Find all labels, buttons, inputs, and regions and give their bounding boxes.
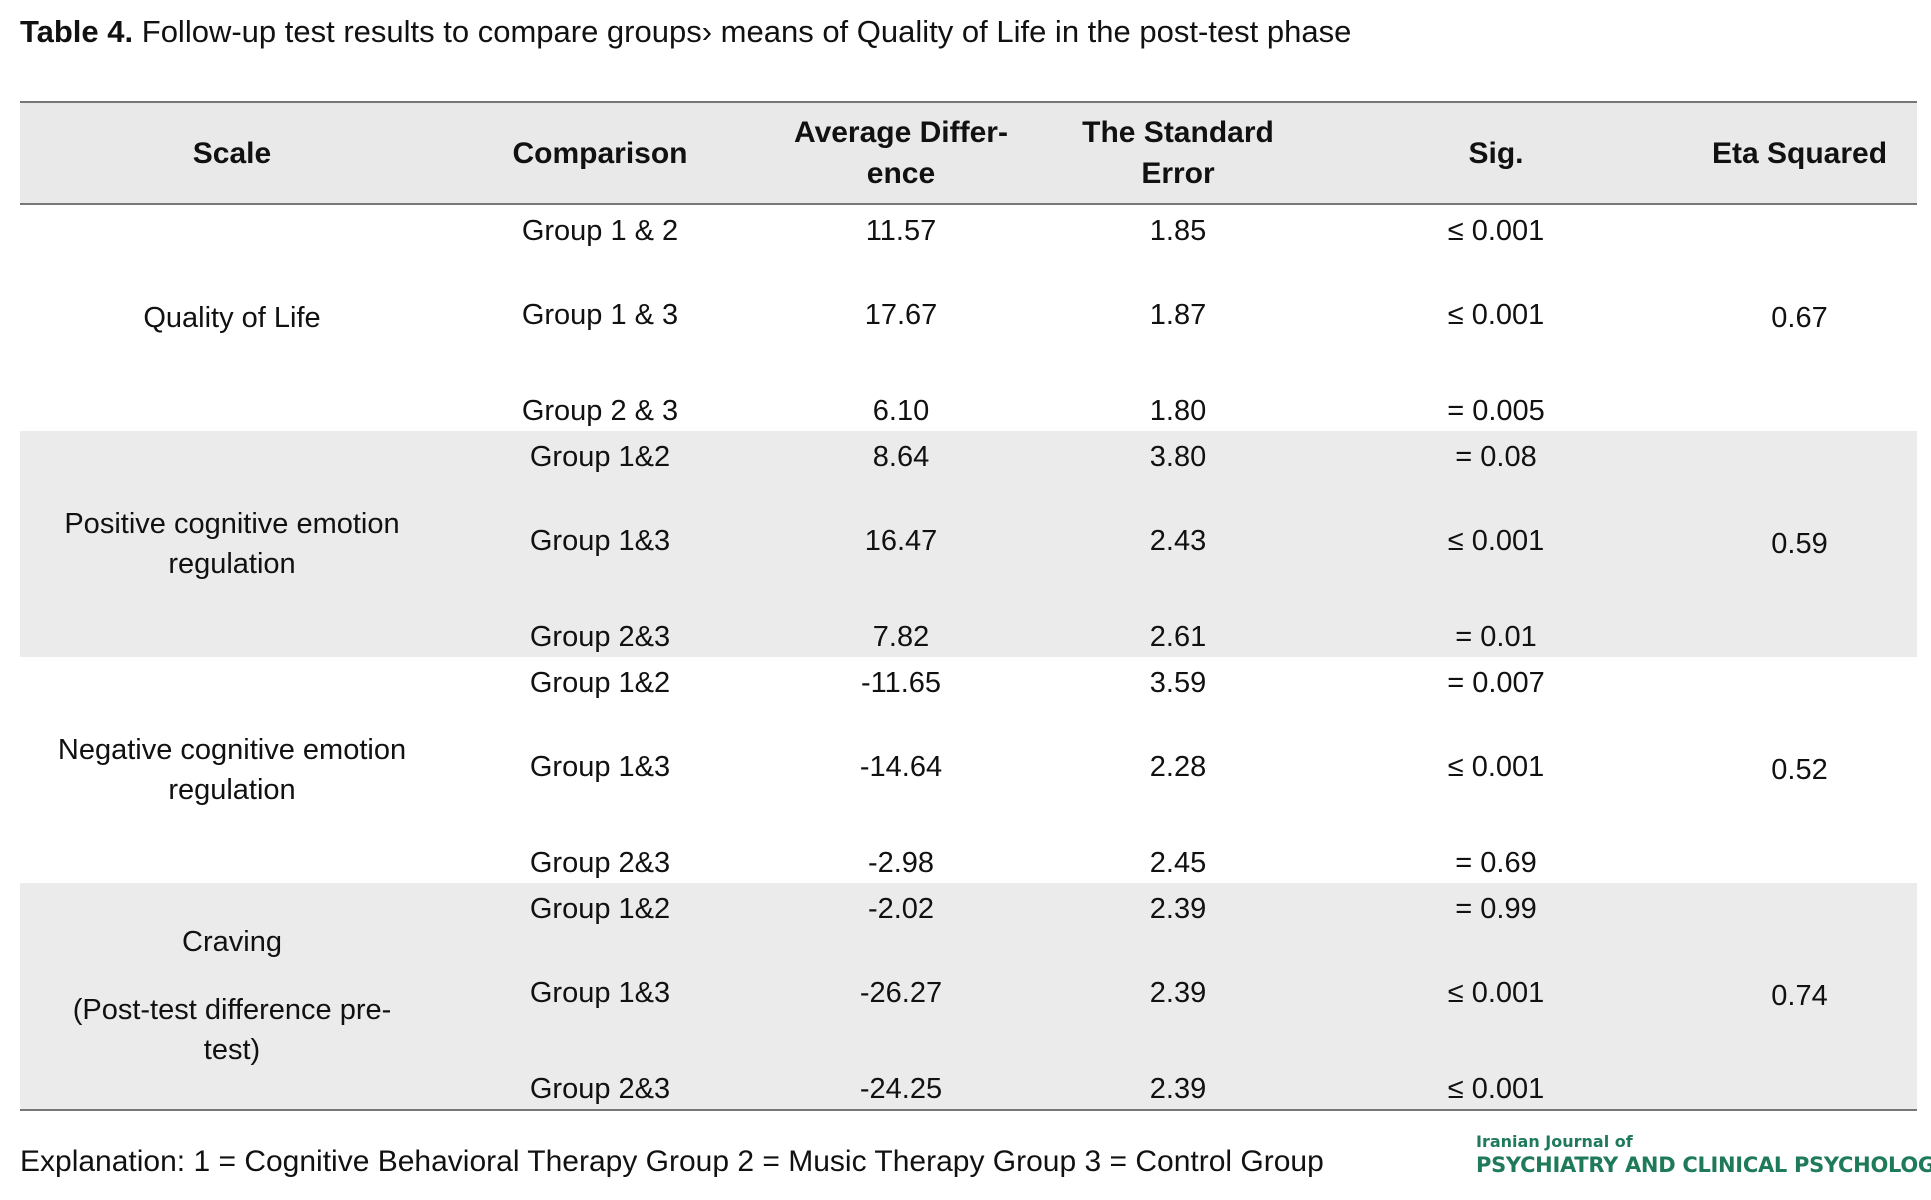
standard-error-cell: 3.80	[1149, 441, 1207, 473]
eta-squared-cell: 0.52	[1771, 754, 1828, 786]
average-difference-cell: -2.98	[867, 847, 935, 879]
scale-cell: Craving (Post-test difference pre-test)	[72, 926, 392, 1066]
table-row: Group 1&3 -26.27 2.39 ≤ 0.001	[444, 938, 1682, 1048]
table-row: Group 2&3 -24.25 2.39 ≤ 0.001	[444, 1048, 1682, 1109]
journal-logo-line2: PSYCHIATRY AND CLINICAL PSYCHOLOGY	[1476, 1153, 1931, 1177]
results-table: Scale Comparison Average Differ-ence The…	[20, 101, 1917, 1111]
standard-error-cell: 1.80	[1149, 395, 1207, 427]
header-average-difference: Average Differ-ence	[794, 116, 1008, 190]
table-row: Group 2&3 -2.98 2.45 = 0.69	[444, 822, 1682, 883]
average-difference-cell: -2.02	[867, 893, 935, 925]
sig-cell: = 0.01	[1455, 621, 1537, 653]
sig-cell: = 0.007	[1447, 667, 1545, 699]
comparison-cell: Group 1&3	[529, 525, 671, 557]
average-difference-cell: 7.82	[872, 621, 930, 653]
sig-cell: = 0.005	[1447, 395, 1545, 427]
table-row: Group 1&2 -11.65 3.59 = 0.007	[444, 657, 1682, 712]
average-difference-cell: 8.64	[872, 441, 930, 473]
table-block: Positive cognitive emotion regulation Grou…	[20, 431, 1917, 657]
eta-squared-cell: 0.59	[1771, 528, 1828, 560]
comparison-cell: Group 1&2	[529, 667, 671, 699]
comparison-cell: Group 2&3	[529, 621, 671, 653]
sig-cell: ≤ 0.001	[1447, 1073, 1545, 1105]
scale-cell: Positive cognitive emotion regulation	[64, 508, 400, 580]
sig-cell: = 0.99	[1455, 893, 1537, 925]
sig-cell: ≤ 0.001	[1447, 751, 1545, 783]
comparison-cell: Group 1&2	[529, 893, 671, 925]
journal-logo-line1: Iranian Journal of	[1476, 1132, 1633, 1151]
sig-cell: ≤ 0.001	[1447, 215, 1545, 247]
table-row: Group 1&3 -14.64 2.28 ≤ 0.001	[444, 712, 1682, 822]
table-row: Group 1&2 8.64 3.80 = 0.08	[444, 431, 1682, 486]
standard-error-cell: 2.45	[1149, 847, 1207, 879]
standard-error-cell: 2.39	[1149, 893, 1207, 925]
sig-cell: ≤ 0.001	[1447, 299, 1545, 331]
average-difference-cell: 16.47	[864, 525, 938, 557]
header-standard-error: The Standard Error	[1082, 116, 1274, 190]
table-row: Group 1&2 -2.02 2.39 = 0.99	[444, 883, 1682, 938]
header-comparison: Comparison	[512, 136, 688, 170]
average-difference-cell: 6.10	[872, 395, 930, 427]
table-block: Craving (Post-test difference pre-test) G…	[20, 883, 1917, 1109]
header-scale: Scale	[192, 136, 272, 170]
table-row: Group 2 & 3 6.10 1.80 = 0.005	[444, 370, 1682, 431]
header-sig: Sig.	[1468, 136, 1524, 170]
eta-squared-cell: 0.67	[1771, 302, 1828, 334]
sig-cell: = 0.69	[1455, 847, 1537, 879]
caption-label: Table 4.	[20, 14, 134, 49]
standard-error-cell: 2.43	[1149, 525, 1207, 557]
scale-cell: Quality of Life	[143, 302, 321, 334]
comparison-cell: Group 1&3	[529, 977, 671, 1009]
comparison-cell: Group 1&3	[529, 751, 671, 783]
comparison-cell: Group 1 & 2	[521, 215, 679, 247]
sig-cell: ≤ 0.001	[1447, 525, 1545, 557]
table-row: Group 1 & 2 11.57 1.85 ≤ 0.001	[444, 205, 1682, 260]
standard-error-cell: 3.59	[1149, 667, 1207, 699]
average-difference-cell: -26.27	[859, 977, 943, 1009]
standard-error-cell: 2.39	[1149, 977, 1207, 1009]
table-body: Quality of Life Group 1 & 2 11.57 1.85 ≤ 0.0…	[20, 205, 1917, 1109]
header-eta-squared: Eta Squared	[1711, 136, 1888, 170]
standard-error-cell: 1.87	[1149, 299, 1207, 331]
table-footnote: Explanation: 1 = Cognitive Behavioral Th…	[20, 1145, 1324, 1178]
table-block: Negative cognitive emotion regulation Grou…	[20, 657, 1917, 883]
standard-error-cell: 2.39	[1149, 1073, 1207, 1105]
table-row: Group 1&3 16.47 2.43 ≤ 0.001	[444, 486, 1682, 596]
sig-cell: = 0.08	[1455, 441, 1537, 473]
table-row: Group 2&3 7.82 2.61 = 0.01	[444, 596, 1682, 657]
average-difference-cell: -11.65	[860, 667, 942, 699]
comparison-cell: Group 2&3	[529, 1073, 671, 1105]
eta-squared-cell: 0.74	[1771, 980, 1828, 1012]
caption-text: Follow-up test results to compare groups…	[133, 14, 1352, 49]
standard-error-cell: 2.28	[1149, 751, 1207, 783]
comparison-cell: Group 1 & 3	[521, 299, 679, 331]
comparison-cell: Group 2&3	[529, 847, 671, 879]
standard-error-cell: 2.61	[1149, 621, 1207, 653]
average-difference-cell: -14.64	[859, 751, 943, 783]
scale-cell: Negative cognitive emotion regulation	[57, 734, 407, 806]
table-header-row: Scale Comparison Average Differ-ence The…	[20, 103, 1917, 205]
comparison-cell: Group 1&2	[529, 441, 671, 473]
average-difference-cell: 11.57	[865, 215, 937, 247]
average-difference-cell: 17.67	[864, 299, 938, 331]
comparison-cell: Group 2 & 3	[521, 395, 679, 427]
sig-cell: ≤ 0.001	[1447, 977, 1545, 1009]
table-block: Quality of Life Group 1 & 2 11.57 1.85 ≤ 0.0…	[20, 205, 1917, 431]
average-difference-cell: -24.25	[859, 1073, 943, 1105]
table-caption: Table 4. Follow-up test results to compa…	[20, 12, 1351, 52]
standard-error-cell: 1.85	[1149, 215, 1207, 247]
table-row: Group 1 & 3 17.67 1.87 ≤ 0.001	[444, 260, 1682, 370]
journal-logo: Iranian Journal of PSYCHIATRY AND CLINIC…	[1476, 1132, 1931, 1178]
